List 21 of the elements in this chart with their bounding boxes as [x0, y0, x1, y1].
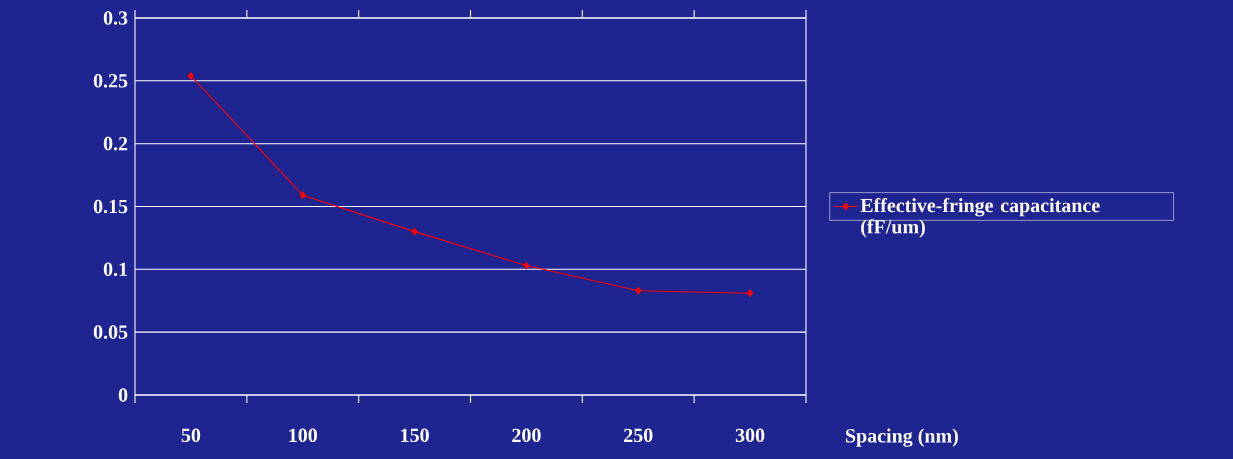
- x-tick-label: 300: [735, 428, 765, 443]
- y-tick-label: 0: [118, 388, 128, 402]
- y-tick-label: 0.15: [93, 199, 128, 214]
- x-tick-label: 50: [181, 428, 201, 443]
- point: [747, 289, 754, 298]
- point: [299, 191, 306, 200]
- x-tick-label: 200: [512, 428, 541, 443]
- x-tick-label: 250: [624, 428, 653, 443]
- point: [411, 227, 418, 236]
- x-tick-label: 150: [401, 428, 429, 443]
- x-axis-title: Spacing (nm): [846, 428, 958, 447]
- point: [187, 71, 194, 80]
- y-tick-label: 0.25: [93, 74, 128, 88]
- y-tick-label: 0.05: [93, 325, 128, 339]
- y-tick-label: 0.3: [103, 11, 128, 25]
- x-tick-label: 100: [289, 428, 317, 443]
- point: [635, 286, 642, 295]
- legend-label: Effective-fringe capacitance (fF/um): [860, 197, 1100, 238]
- point: [523, 261, 530, 270]
- y-tick-label: 0.1: [103, 262, 128, 277]
- y-tick-label: 0.2: [103, 136, 128, 151]
